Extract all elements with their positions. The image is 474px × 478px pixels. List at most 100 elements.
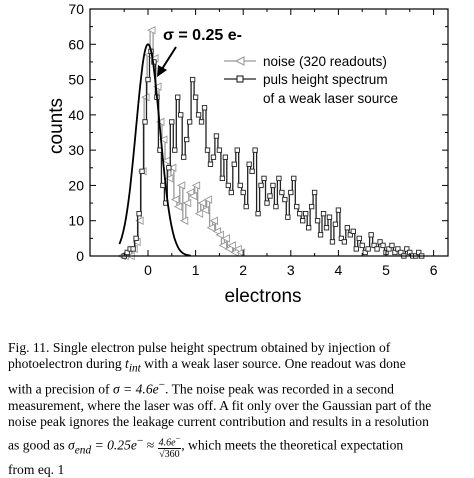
math-numerator: 4.6e: [158, 437, 176, 449]
caption-text: measurement, where the laser was off. A …: [8, 397, 432, 413]
spectrum-point: [362, 249, 368, 256]
spectrum-point: [350, 228, 356, 234]
noise-point: [153, 82, 162, 91]
spectrum-point: [380, 242, 386, 249]
math-denominator: √360: [159, 449, 180, 461]
spectrum-point: [282, 196, 288, 203]
spectrum-point: [279, 189, 285, 196]
spectrum-point: [294, 203, 300, 210]
spectrum-point: [306, 225, 312, 231]
noise-point: [218, 241, 227, 250]
noise-point: [158, 135, 168, 144]
noise-point: [173, 202, 183, 211]
spectrum-point: [189, 76, 196, 83]
spectrum-point: [207, 161, 214, 167]
noise-point: [135, 216, 144, 225]
math-expr: = 0.25e: [91, 437, 137, 453]
legend-label-noise: noise (320 readouts): [263, 54, 387, 69]
legend-item-noise: noise (320 readouts): [224, 54, 387, 69]
caption-text: . The noise peak was recorded in a secon…: [165, 381, 394, 397]
caption-line: measurement, where the laser was off. A …: [8, 398, 468, 414]
spectrum-point: [356, 235, 362, 242]
caption-line: photoelectron during tint with a weak la…: [8, 356, 468, 377]
x-tick-label: 5: [382, 262, 390, 278]
spectrum-point: [145, 76, 151, 83]
x-tick-label: 2: [239, 262, 247, 278]
caption-line: as good as σend = 0.25e− ≈ 4.6e− √360, wh…: [8, 430, 468, 461]
spectrum-point: [210, 154, 217, 160]
noise-point: [215, 230, 224, 240]
noise-point: [236, 248, 245, 257]
caption-text: noise peak ignores the leakage current c…: [8, 414, 429, 430]
gaussian-fit-line: [118, 43, 191, 257]
spectrum-point: [192, 94, 199, 100]
spectrum-point: [133, 235, 139, 242]
math-fraction: 4.6e− √360: [157, 433, 182, 461]
spectrum-point: [389, 242, 395, 249]
spectrum-point: [255, 211, 261, 217]
spectrum-point: [160, 182, 166, 189]
spectrum-point: [234, 147, 240, 153]
spectrum-point: [291, 175, 297, 182]
spectrum-point: [297, 211, 303, 217]
noise-point: [227, 241, 236, 250]
noise-point: [155, 117, 165, 127]
math-subscript: end: [74, 444, 92, 457]
spectrum-point: [249, 168, 255, 174]
x-axis-label: electrons: [224, 286, 301, 307]
spectrum-point: [288, 189, 294, 196]
annotation-arrow: [157, 46, 177, 77]
noise-point: [224, 244, 233, 254]
caption-text: , which meets the theoretical expectatio…: [181, 437, 404, 453]
spectrum-point: [270, 182, 276, 189]
spectrum-point: [237, 182, 243, 189]
plot-area: [117, 25, 425, 261]
spectrum-point: [264, 200, 270, 206]
math-superscript: −: [175, 434, 181, 443]
spectrum-point: [311, 189, 318, 196]
spectrum-point: [231, 161, 237, 167]
noise-point: [176, 181, 186, 190]
caption-text: photoelectron during: [8, 356, 126, 372]
spectrum-point: [332, 221, 339, 227]
legend: noise (320 readouts) puls height spectru…: [224, 54, 398, 106]
spectrum-point: [142, 119, 148, 125]
x-tick-label: 6: [430, 262, 438, 278]
spectrum-point: [392, 249, 398, 256]
spectrum-point: [219, 175, 226, 182]
spectrum-point: [267, 193, 273, 199]
spectrum-point: [213, 133, 220, 139]
spectrum-point: [184, 136, 190, 143]
caption-text: with a weak laser source. One readout wa…: [140, 356, 406, 372]
figure-caption: Fig. 11. Single electron pulse height sp…: [8, 340, 468, 478]
spectrum-point: [252, 147, 258, 153]
caption-line: with a precision of σ = 4.6e−. The noise…: [8, 377, 468, 398]
spectrum-point: [323, 225, 330, 231]
noise-point: [221, 234, 230, 243]
caption-line: Fig. 11. Single electron pulse height sp…: [8, 340, 468, 356]
spectrum-point: [329, 239, 336, 245]
triangle-marker-icon: [234, 56, 245, 66]
spectrum-point: [303, 211, 309, 217]
spectrum-point: [386, 246, 392, 252]
spectrum-point: [416, 249, 422, 256]
noise-point: [200, 205, 210, 215]
spectrum-point: [341, 239, 347, 245]
spectrum-point: [240, 189, 246, 196]
noise-point: [197, 198, 207, 208]
square-marker-icon: [236, 75, 244, 83]
spectrum-point: [204, 147, 211, 153]
noise-point: [147, 25, 156, 35]
noise-point: [188, 191, 198, 201]
caption-text: from eq. 1: [8, 461, 65, 477]
x-tick-label: 1: [192, 262, 200, 278]
spectrum-point: [285, 214, 291, 220]
spectrum-point: [258, 182, 264, 189]
spectrum-point: [314, 218, 321, 224]
legend-label-spectrum-line2: of a weak laser source: [263, 91, 398, 106]
spectrum-point: [228, 189, 234, 196]
spectrum-point: [166, 165, 172, 171]
y-tick-label: 60: [68, 36, 84, 52]
axes: 0 10 20 30 40 50 60 70 0 1 2 3 4 5 6: [68, 1, 449, 278]
spectrum-point: [169, 119, 175, 125]
